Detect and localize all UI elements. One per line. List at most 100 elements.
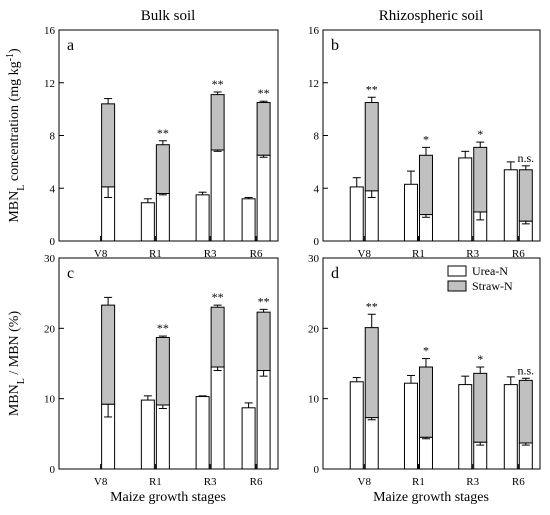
significance-label: n.s. [517,363,534,377]
bar-urea-only [140,399,155,470]
x-tick-label: R6 [250,476,263,488]
bar-urea-part [418,436,433,470]
y-axis-title: MBNL concentration (mg kg-1) [5,48,27,223]
bar-urea-only [349,186,364,242]
x-tick-label: R6 [512,476,525,488]
significance-label: ** [258,294,270,308]
panel-a: 0 4 8 12 16 a MBNL concentration (mg kg-1) V8 R1… [5,25,279,260]
panel-b: 0 4 8 12 16 b V8 ** R1 * R3 * R6 n.s. [308,25,541,260]
bar-urea-only [195,396,210,470]
y-axis-title-subscript: L [16,378,27,384]
y-tick-label: 4 [314,183,320,195]
y-tick-label: 4 [50,183,56,195]
significance-label: ** [157,321,169,335]
bar-urea-part [210,366,225,470]
bar-urea-only [458,384,473,470]
bar-urea-only [403,183,418,242]
y-tick-label: 16 [44,25,56,37]
x-tick-label: R3 [466,248,479,260]
y-axis-title: MBNL / MBN (%) [7,311,27,417]
bar-urea-part [256,370,271,470]
bar-urea-only [241,407,256,470]
bar-urea-part [364,190,379,242]
significance-label: ** [157,126,169,140]
bar-urea-only [140,202,155,242]
y-axis-title-rest: / MBN (%) [7,311,22,379]
bar-straw-part [418,154,433,216]
panel-c: 0 10 20 30 c MBNL / MBN (%) V8 R1 ** R3 ** R6 ** [7,253,279,488]
x-tick-label: R3 [204,476,217,488]
significance-label: * [423,132,429,146]
significance-label: ** [366,82,378,96]
bar-urea-only [503,169,518,242]
y-tick-label: 0 [50,464,56,476]
bar-straw-part [418,366,433,438]
bar-straw-part [155,144,170,195]
bar-urea-part [210,149,225,242]
bar-urea-part [518,442,533,470]
legend-swatch [447,280,467,292]
y-tick-label: 12 [308,78,319,90]
bar-straw-part [518,379,533,444]
y-axis-title-subscript: L [16,185,27,191]
bar-urea-only [349,381,364,470]
x-tick-label: R3 [204,248,217,260]
x-tick-label: V8 [94,248,108,260]
y-tick-label: 20 [308,323,320,335]
x-tick-label: R1 [412,476,425,488]
x-tick-label: R1 [412,248,425,260]
bar-urea-part [155,193,170,242]
y-axis-title-end: ) [7,48,22,53]
bar-urea-part [473,441,488,470]
bar-urea-part [418,214,433,242]
column-title-rhizo: Rhizospheric soil [379,8,484,24]
bar-straw-part [473,146,488,213]
y-tick-label: 8 [314,131,320,143]
panel-letter: a [67,37,74,54]
bar-straw-part [518,169,533,222]
x-tick-label: R1 [149,248,162,260]
x-title-left: Maize growth stages [110,490,226,505]
y-tick-label: 0 [314,236,320,248]
y-axis-title-superscript: -1 [5,53,16,61]
significance-label: n.s. [517,151,534,165]
y-tick-label: 16 [308,25,320,37]
x-tick-label: R6 [512,248,525,260]
legend-swatch [447,265,467,277]
bar-straw-part [210,306,225,368]
bar-urea-only [403,382,418,470]
bar-straw-part [364,327,379,419]
x-tick-label: V8 [358,476,372,488]
bar-urea-part [155,404,170,470]
panel-letter: b [331,37,339,54]
significance-label: * [477,352,483,366]
bar-straw-part [473,372,488,443]
y-tick-label: 10 [308,394,320,406]
legend-label: Straw-N [472,279,513,293]
bar-urea-only [241,198,256,242]
y-axis-title-main: MBN [7,384,22,416]
x-title-right: Maize growth stages [373,490,489,505]
x-tick-label: V8 [358,248,372,260]
panel-letter: c [67,265,74,282]
significance-label: * [477,127,483,141]
bar-straw-part [256,311,271,372]
bar-urea-part [364,417,379,470]
y-tick-label: 8 [50,131,56,143]
significance-label: ** [366,299,378,313]
bar-straw-part [101,304,116,405]
bar-straw-part [210,94,225,151]
y-tick-label: 0 [314,464,320,476]
bar-straw-part [101,103,116,188]
y-tick-label: 30 [44,253,56,265]
bar-straw-part [256,102,271,156]
y-axis-title-rest: concentration (mg kg [7,61,22,184]
y-tick-label: 30 [308,253,320,265]
y-axis-title-main: MBN [7,191,22,223]
bar-straw-part [155,336,170,406]
bar-urea-only [458,157,473,242]
legend-label: Urea-N [472,264,508,278]
y-tick-label: 12 [44,78,55,90]
